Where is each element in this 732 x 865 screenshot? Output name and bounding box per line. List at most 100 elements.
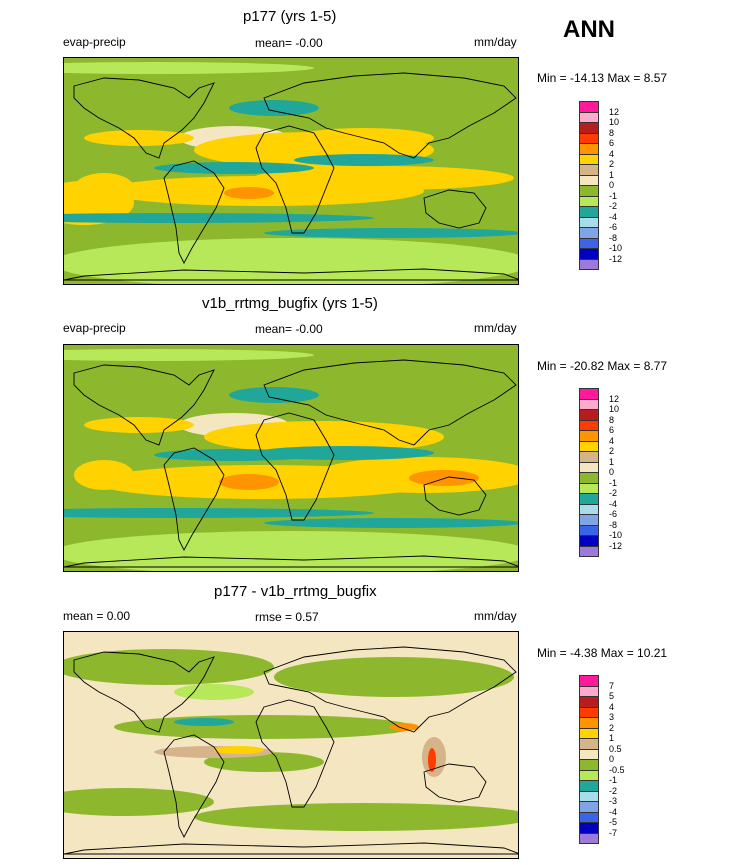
colorbar-label: 0 — [609, 180, 615, 190]
contour-region-4 — [194, 803, 518, 831]
colorbar-label: -7 — [609, 827, 618, 838]
season-label: ANN — [563, 16, 615, 43]
contour-region-9 — [154, 449, 314, 461]
contour-region-11 — [229, 100, 319, 116]
contour-region-10 — [154, 162, 314, 174]
colorbar-label: -3 — [609, 796, 618, 806]
contour-region-7 — [409, 470, 479, 486]
panel-1-map — [63, 57, 519, 285]
colorbar-label: 10 — [609, 117, 620, 127]
contour-region-1 — [274, 657, 514, 697]
colorbar-label: -1 — [609, 477, 618, 488]
coastline-south-america — [163, 160, 225, 264]
contour-region-12 — [389, 723, 419, 731]
contour-region-15 — [74, 173, 134, 203]
colorbar-label: 3 — [609, 712, 615, 722]
colorbar-label: 1 — [609, 169, 615, 180]
colorbar-label: -1 — [609, 775, 618, 785]
contour-region-14 — [64, 238, 518, 284]
colorbar-label: -5 — [609, 817, 618, 827]
colorbar-label: -8 — [609, 232, 618, 243]
colorbar-swatch — [579, 832, 599, 844]
colorbar-label: 10 — [609, 404, 620, 414]
panel-2-title: v1b_rrtmg_bugfix (yrs 1-5) — [202, 295, 378, 312]
coastline-australia — [423, 189, 487, 229]
colorbar-label: 5 — [609, 691, 615, 701]
colorbar-label: -12 — [609, 540, 623, 551]
colorbar-label: 4 — [609, 701, 615, 712]
coastline-australia — [423, 763, 487, 803]
colorbar-label: 2 — [609, 159, 615, 169]
colorbar-label: 0 — [609, 754, 615, 764]
panel-2-map — [63, 344, 519, 572]
contour-region-8 — [294, 154, 434, 166]
coastline-antarctica — [64, 555, 518, 568]
colorbar-label: -1 — [609, 190, 618, 201]
panel-2-units-label: mm/day — [474, 321, 517, 335]
coastline-south-america — [163, 447, 225, 551]
colorbar-label: 0 — [609, 467, 615, 477]
colorbar-label: 8 — [609, 414, 615, 425]
panel-1-map-svg — [64, 58, 518, 284]
panel-2-map-svg — [64, 345, 518, 571]
contour-region-5 — [219, 474, 279, 490]
colorbar-label: -8 — [609, 519, 618, 530]
contour-region-8 — [214, 746, 264, 754]
coastline-north-america — [73, 364, 215, 446]
colorbar-label: -2 — [609, 201, 618, 211]
contour-region-9 — [174, 718, 234, 726]
colorbar-label: 2 — [609, 722, 615, 733]
contour-region-6 — [224, 187, 274, 199]
coastline-australia — [423, 476, 487, 516]
contour-region-0 — [64, 62, 314, 74]
colorbar-label: 2 — [609, 446, 615, 456]
contour-region-0 — [64, 349, 314, 361]
colorbar-label: -2 — [609, 488, 618, 498]
colorbar-label: 1 — [609, 733, 615, 743]
colorbar-swatch — [579, 545, 599, 557]
colorbar-label: 6 — [609, 138, 615, 148]
contour-region-11 — [428, 748, 436, 772]
colorbar-label: 4 — [609, 148, 615, 159]
panel-3-rmse-label: rmse = 0.57 — [255, 610, 319, 624]
colorbar-label: 1 — [609, 456, 615, 467]
contour-region-12 — [64, 213, 374, 223]
panel-2-mean-label: mean= -0.00 — [255, 322, 323, 336]
panel-3-title: p177 - v1b_rrtmg_bugfix — [214, 583, 377, 600]
colorbar-label: -6 — [609, 509, 618, 519]
contour-region-3 — [84, 130, 194, 146]
panel-1-minmax: Min = -14.13 Max = 8.57 — [537, 71, 668, 85]
colorbar-label: 12 — [609, 106, 620, 117]
coastline-north-america — [73, 77, 215, 159]
coastline-antarctica — [64, 268, 518, 281]
panel-1-units-label: mm/day — [474, 35, 517, 49]
colorbar-swatch — [579, 258, 599, 270]
colorbar-label: 4 — [609, 435, 615, 446]
panel-3-units-label: mm/day — [474, 609, 517, 623]
panel-3-mean-label: mean = 0.00 — [63, 609, 131, 623]
panel-1-variable-label: evap-precip — [63, 35, 126, 49]
colorbar-label: -12 — [609, 253, 623, 264]
coastline-north-america — [73, 651, 215, 733]
contour-region-13 — [264, 228, 518, 238]
contour-region-0 — [64, 649, 274, 685]
contour-region-11 — [64, 508, 374, 518]
coastline-africa — [255, 699, 335, 808]
colorbar-label: 0.5 — [609, 743, 622, 754]
colorbar-label: -4 — [609, 211, 618, 222]
colorbar-label: 12 — [609, 393, 620, 404]
contour-region-6 — [174, 684, 254, 700]
contour-region-13 — [64, 531, 518, 571]
colorbar-label: -10 — [609, 243, 623, 253]
coastline-africa — [255, 125, 335, 234]
panel-3-map-svg — [64, 632, 518, 858]
panel-3-minmax: Min = -4.38 Max = 10.21 — [537, 646, 668, 660]
coastline-eurasia — [263, 359, 517, 446]
colorbar-label: 8 — [609, 127, 615, 138]
coastline-eurasia — [263, 72, 517, 159]
contour-region-10 — [229, 387, 319, 403]
coastline-africa — [255, 412, 335, 521]
contour-region-7 — [254, 166, 514, 190]
colorbar-label: -2 — [609, 785, 618, 796]
colorbar-label: -0.5 — [609, 764, 625, 775]
